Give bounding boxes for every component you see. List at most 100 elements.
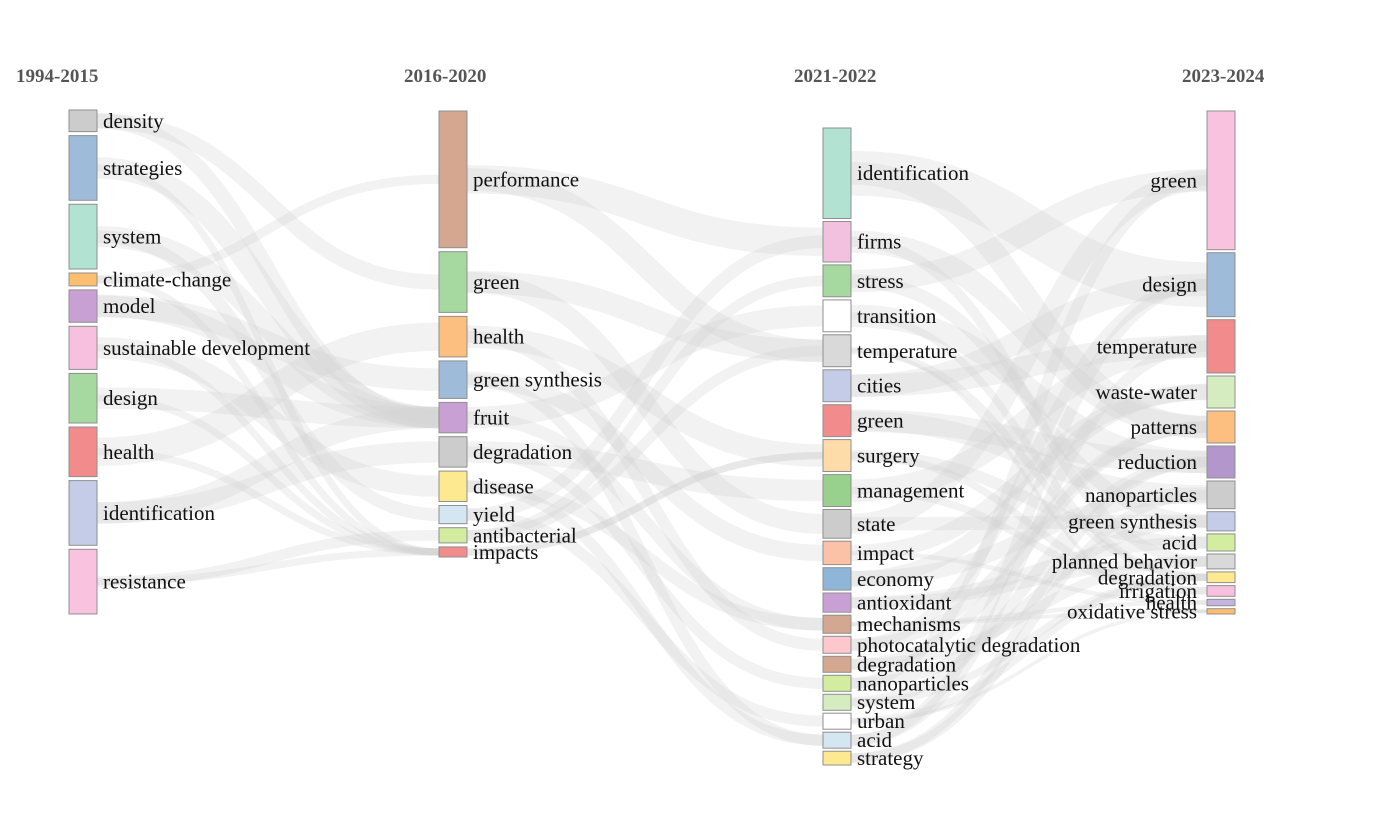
flow-band: [466, 374, 824, 746]
flow-band: [850, 335, 1208, 502]
node-bar: [438, 546, 468, 558]
flow-band: [96, 294, 440, 391]
flow-band: [850, 384, 1208, 587]
node-bar: [822, 731, 852, 749]
flow-band: [850, 449, 1208, 549]
node-label: resistance: [103, 570, 186, 594]
flow-band: [850, 536, 1208, 609]
flow-band: [850, 170, 1208, 534]
node-label: identification: [103, 501, 215, 525]
flow-band: [466, 441, 824, 502]
flow-band: [850, 348, 1208, 614]
node-bar: [68, 480, 98, 546]
flow-band: [850, 169, 1208, 293]
node-label: degradation: [1098, 565, 1198, 589]
period-title-3: 2021-2022: [794, 66, 876, 87]
flow-band: [850, 556, 1208, 670]
flow-band: [466, 165, 824, 256]
flow-band: [96, 322, 440, 466]
flow-band: [850, 556, 1208, 608]
node-label: degradation: [473, 440, 573, 464]
flow-band: [466, 271, 824, 534]
flow-band: [850, 609, 1208, 724]
node-label: green synthesis: [473, 368, 602, 392]
node-label: model: [103, 294, 156, 318]
node-label: irrigation: [1119, 579, 1198, 603]
node-label: cities: [857, 374, 901, 398]
node-label: acid: [857, 728, 892, 752]
flow-band: [850, 514, 1208, 531]
node-bar: [822, 509, 852, 539]
node-label: impact: [857, 541, 914, 565]
flow-band: [850, 230, 1208, 439]
flow-band: [850, 515, 1208, 689]
node-bar: [68, 109, 98, 133]
node-label: green synthesis: [1068, 509, 1197, 533]
node-bar: [438, 110, 468, 249]
flow-band: [96, 448, 440, 556]
node-label: firms: [857, 230, 901, 254]
node-bar: [822, 655, 852, 673]
flow-band: [466, 330, 824, 651]
node-label: impacts: [473, 540, 538, 564]
flow-band: [850, 410, 1208, 505]
node-label: waste-water: [1096, 380, 1197, 404]
flow-band: [850, 573, 1208, 706]
node-label: planned behavior: [1052, 550, 1197, 574]
node-bar: [438, 436, 468, 468]
flow-band: [850, 162, 1208, 439]
node-bar: [1206, 511, 1236, 532]
node-label: antioxidant: [857, 591, 952, 615]
node-label: health: [1146, 591, 1198, 615]
node-label: climate-change: [103, 267, 231, 291]
node-label: health: [473, 325, 525, 349]
node-bar: [822, 540, 852, 566]
flow-band: [96, 113, 440, 426]
node-label: strategies: [103, 156, 182, 180]
flow-band: [466, 479, 824, 631]
node-bar: [438, 251, 468, 313]
flow-band: [850, 486, 1208, 595]
flow-band: [466, 345, 824, 541]
period-title-4: 2023-2024: [1182, 66, 1265, 87]
node-label: strategy: [857, 746, 924, 770]
node-bar: [1206, 375, 1236, 409]
node-bar: [1206, 445, 1236, 479]
node-label: temperature: [1097, 334, 1197, 358]
node-bar: [1206, 608, 1236, 615]
flow-band: [96, 275, 440, 556]
node-label: design: [103, 386, 158, 410]
flow-band: [466, 270, 824, 362]
flow-band: [850, 304, 1208, 474]
node-bar: [438, 315, 468, 358]
node-label: acid: [1162, 531, 1197, 555]
node-bar: [822, 264, 852, 298]
flow-band: [96, 344, 440, 556]
flow-band: [96, 113, 440, 290]
flow-layer: [96, 113, 1208, 763]
flow-band: [96, 406, 440, 524]
flow-band: [850, 312, 1208, 582]
node-label: nanoparticles: [857, 671, 969, 695]
flow-band: [850, 150, 1208, 308]
node-label: patterns: [1131, 415, 1197, 439]
flow-band: [850, 550, 1208, 605]
flow-band: [466, 235, 824, 521]
flow-band: [850, 421, 1208, 670]
flow-band: [96, 548, 440, 586]
flow-band: [850, 273, 1208, 397]
flow-band: [850, 451, 1208, 595]
node-layer: density strategies system climate-change mod…: [68, 109, 1236, 770]
node-label: transition: [857, 304, 937, 328]
node-label: disease: [473, 474, 534, 498]
node-bar: [822, 439, 852, 473]
flow-band: [96, 441, 440, 524]
node-bar: [1206, 553, 1236, 570]
node-bar: [1206, 480, 1236, 510]
node-bar: [1206, 410, 1236, 444]
period-title-1: 1994-2015: [16, 66, 98, 87]
node-bar: [822, 221, 852, 263]
node-bar: [438, 360, 468, 399]
